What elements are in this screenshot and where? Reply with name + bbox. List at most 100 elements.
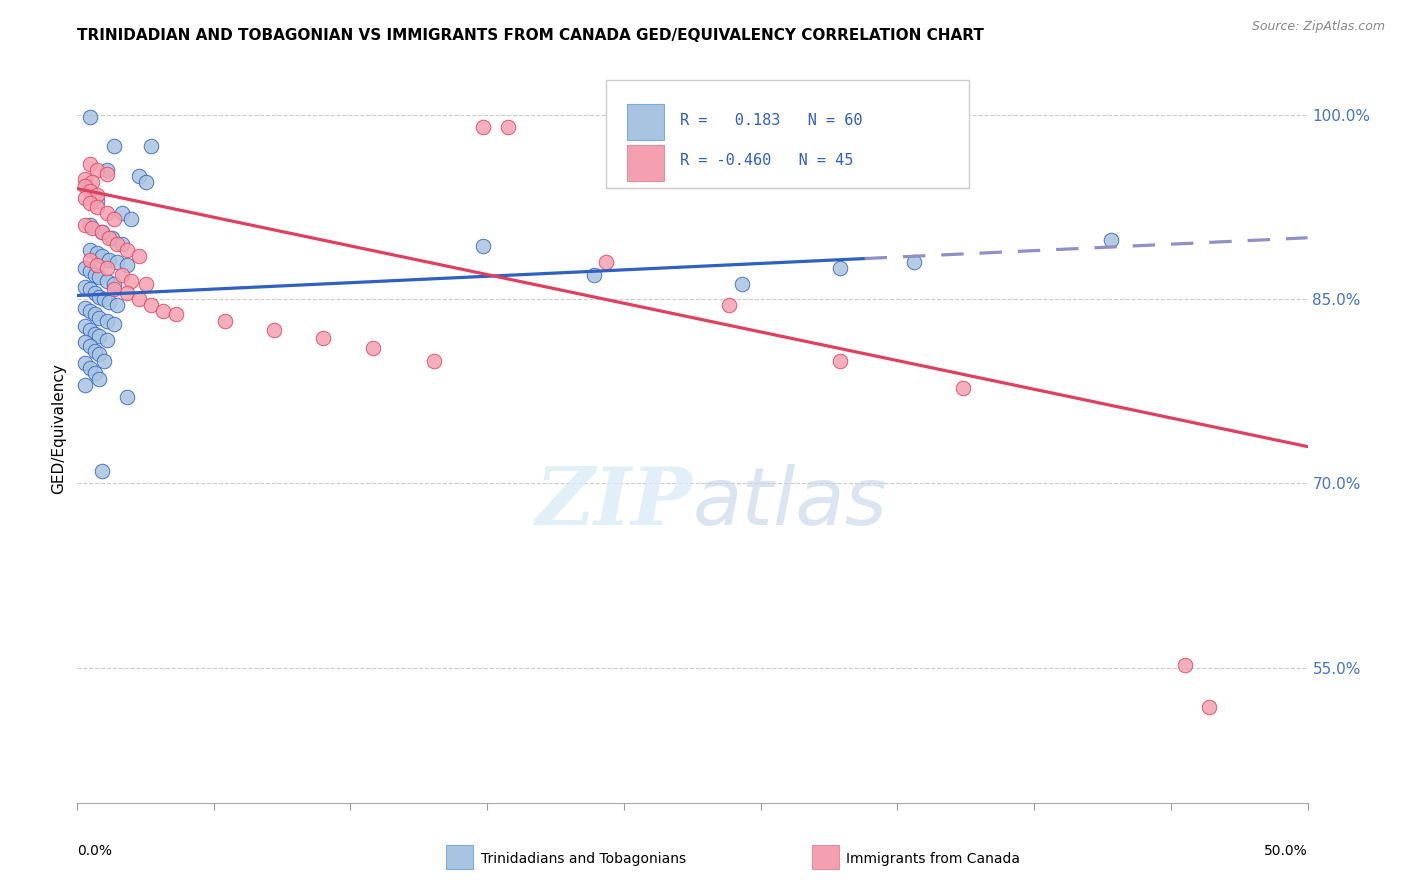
Point: [105, 298, 128, 312]
Point: [830, 261, 852, 276]
Text: ZIP: ZIP: [536, 465, 693, 541]
Point: [128, 249, 150, 263]
Point: [141, 298, 163, 312]
Bar: [811, 845, 839, 869]
Point: [73, 301, 96, 315]
Point: [73, 219, 96, 233]
Point: [90, 225, 114, 239]
Point: [73, 280, 96, 294]
Point: [115, 391, 138, 405]
Point: [79, 252, 101, 267]
Point: [115, 258, 138, 272]
Point: [103, 317, 125, 331]
Point: [96, 314, 118, 328]
Point: [135, 277, 157, 292]
Point: [141, 138, 163, 153]
Point: [73, 335, 96, 350]
Point: [121, 212, 143, 227]
Point: [96, 167, 118, 181]
Point: [718, 298, 741, 312]
Point: [98, 294, 121, 309]
Point: [312, 331, 335, 345]
Point: [263, 323, 285, 337]
Point: [115, 286, 138, 301]
Point: [83, 268, 105, 282]
Point: [82, 221, 104, 235]
Point: [96, 333, 118, 347]
Point: [214, 314, 236, 328]
Bar: [627, 104, 664, 140]
Point: [115, 243, 138, 257]
Point: [731, 277, 754, 292]
Text: 0.0%: 0.0%: [77, 844, 112, 858]
Point: [79, 264, 101, 278]
FancyBboxPatch shape: [606, 79, 969, 188]
Point: [79, 219, 101, 233]
Point: [96, 163, 118, 178]
Point: [89, 347, 111, 361]
Point: [79, 196, 101, 211]
Point: [79, 339, 101, 353]
Point: [93, 292, 115, 306]
Text: R =   0.183   N = 60: R = 0.183 N = 60: [681, 112, 863, 128]
Point: [152, 304, 174, 318]
Point: [90, 249, 114, 263]
Text: atlas: atlas: [693, 464, 887, 542]
Bar: [627, 145, 664, 180]
Point: [73, 319, 96, 334]
Point: [89, 329, 111, 343]
Point: [135, 176, 157, 190]
Point: [82, 176, 104, 190]
Point: [79, 184, 101, 198]
Point: [595, 255, 617, 269]
Point: [83, 307, 105, 321]
Point: [73, 378, 96, 392]
Point: [1099, 233, 1122, 247]
Point: [96, 274, 118, 288]
Point: [96, 261, 118, 276]
Point: [105, 236, 128, 251]
Point: [86, 163, 108, 178]
Bar: [447, 845, 474, 869]
Point: [79, 323, 101, 337]
Point: [73, 261, 96, 276]
Point: [423, 353, 446, 368]
Point: [111, 268, 132, 282]
Point: [111, 206, 132, 220]
Point: [952, 381, 974, 395]
Point: [93, 353, 115, 368]
Point: [83, 286, 105, 301]
Point: [1198, 700, 1220, 714]
Point: [86, 200, 108, 214]
Point: [472, 239, 495, 253]
Point: [89, 290, 111, 304]
Point: [111, 236, 132, 251]
Text: 50.0%: 50.0%: [1264, 844, 1308, 858]
Point: [79, 111, 101, 125]
Point: [361, 341, 384, 355]
Point: [96, 206, 118, 220]
Text: Source: ZipAtlas.com: Source: ZipAtlas.com: [1251, 20, 1385, 33]
Point: [103, 282, 125, 296]
Point: [121, 274, 143, 288]
Point: [86, 245, 108, 260]
Point: [472, 120, 495, 135]
Point: [98, 252, 121, 267]
Point: [90, 464, 114, 478]
Point: [73, 356, 96, 370]
Point: [103, 138, 125, 153]
Point: [903, 255, 925, 269]
Text: R = -0.460   N = 45: R = -0.460 N = 45: [681, 153, 853, 169]
Point: [830, 353, 852, 368]
Text: Immigrants from Canada: Immigrants from Canada: [846, 852, 1021, 866]
Point: [165, 307, 187, 321]
Point: [79, 243, 101, 257]
Text: TRINIDADIAN AND TOBAGONIAN VS IMMIGRANTS FROM CANADA GED/EQUIVALENCY CORRELATION: TRINIDADIAN AND TOBAGONIAN VS IMMIGRANTS…: [77, 28, 984, 43]
Point: [79, 157, 101, 171]
Point: [583, 268, 606, 282]
Point: [101, 231, 124, 245]
Point: [83, 343, 105, 358]
Point: [79, 304, 101, 318]
Point: [73, 171, 96, 186]
Point: [89, 270, 111, 285]
